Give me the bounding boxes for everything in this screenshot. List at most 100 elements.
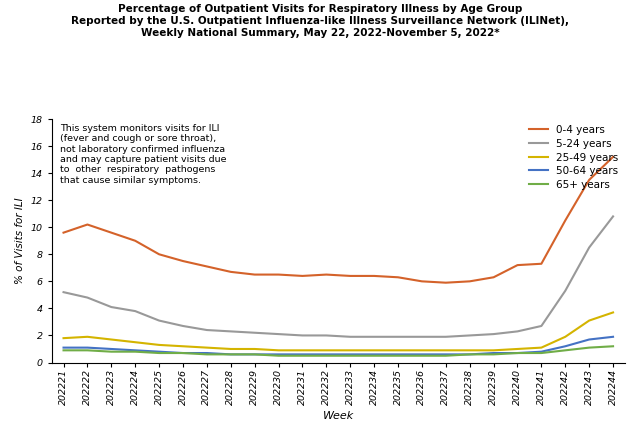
0-4 years (156, 252, 163, 257)
0-4 years (514, 262, 522, 268)
50-64 years (299, 352, 307, 357)
65+ years (466, 352, 474, 357)
50-64 years (227, 352, 235, 357)
5-24 years (275, 331, 282, 337)
50-64 years (84, 345, 92, 350)
65+ years (394, 353, 402, 358)
25-49 years (131, 340, 139, 345)
50-64 years (586, 337, 593, 342)
0-4 years (586, 177, 593, 183)
0-4 years (609, 154, 617, 160)
0-4 years (60, 230, 67, 235)
25-49 years (60, 336, 67, 341)
50-64 years (275, 352, 282, 357)
Line: 50-64 years: 50-64 years (63, 337, 613, 354)
65+ years (371, 353, 378, 358)
50-64 years (108, 346, 115, 351)
25-49 years (442, 348, 450, 353)
5-24 years (60, 290, 67, 295)
25-49 years (609, 310, 617, 315)
50-64 years (323, 352, 330, 357)
65+ years (275, 353, 282, 358)
0-4 years (203, 264, 211, 269)
65+ years (442, 353, 450, 358)
0-4 years (466, 279, 474, 284)
5-24 years (442, 334, 450, 339)
25-49 years (466, 348, 474, 353)
5-24 years (203, 327, 211, 333)
65+ years (108, 349, 115, 354)
65+ years (418, 353, 426, 358)
25-49 years (156, 342, 163, 347)
50-64 years (251, 352, 259, 357)
65+ years (156, 351, 163, 356)
65+ years (490, 352, 497, 357)
65+ years (251, 352, 259, 357)
65+ years (131, 349, 139, 354)
65+ years (561, 348, 569, 353)
65+ years (84, 348, 92, 353)
Y-axis label: % of Visits for ILI: % of Visits for ILI (15, 198, 25, 284)
65+ years (60, 348, 67, 353)
50-64 years (609, 334, 617, 339)
5-24 years (323, 333, 330, 338)
50-64 years (203, 351, 211, 356)
50-64 years (371, 352, 378, 357)
0-4 years (131, 238, 139, 243)
25-49 years (514, 346, 522, 351)
65+ years (514, 351, 522, 356)
X-axis label: Week: Week (323, 411, 354, 421)
25-49 years (84, 334, 92, 339)
5-24 years (299, 333, 307, 338)
Text: This system monitors visits for ILI
(fever and cough or sore throat),
not labora: This system monitors visits for ILI (fev… (60, 124, 227, 185)
65+ years (346, 353, 354, 358)
50-64 years (442, 352, 450, 357)
0-4 years (418, 279, 426, 284)
5-24 years (371, 334, 378, 339)
0-4 years (275, 272, 282, 277)
25-49 years (418, 348, 426, 353)
25-49 years (179, 344, 187, 349)
0-4 years (371, 273, 378, 279)
0-4 years (538, 261, 545, 266)
0-4 years (490, 275, 497, 280)
25-49 years (490, 348, 497, 353)
50-64 years (418, 352, 426, 357)
65+ years (227, 352, 235, 357)
0-4 years (179, 259, 187, 264)
0-4 years (442, 280, 450, 285)
0-4 years (394, 275, 402, 280)
5-24 years (227, 329, 235, 334)
25-49 years (251, 346, 259, 351)
5-24 years (156, 318, 163, 323)
5-24 years (538, 324, 545, 329)
25-49 years (586, 318, 593, 323)
5-24 years (131, 309, 139, 314)
50-64 years (538, 349, 545, 354)
50-64 years (466, 352, 474, 357)
5-24 years (514, 329, 522, 334)
50-64 years (346, 352, 354, 357)
5-24 years (561, 288, 569, 293)
0-4 years (323, 272, 330, 277)
Text: Percentage of Outpatient Visits for Respiratory Illness by Age Group
Reported by: Percentage of Outpatient Visits for Resp… (71, 4, 569, 37)
0-4 years (84, 222, 92, 227)
Line: 65+ years: 65+ years (63, 346, 613, 356)
5-24 years (84, 295, 92, 300)
25-49 years (323, 348, 330, 353)
0-4 years (299, 273, 307, 279)
50-64 years (561, 344, 569, 349)
5-24 years (490, 331, 497, 337)
50-64 years (156, 349, 163, 354)
5-24 years (179, 324, 187, 329)
5-24 years (609, 214, 617, 219)
25-49 years (561, 334, 569, 339)
Legend: 0-4 years, 5-24 years, 25-49 years, 50-64 years, 65+ years: 0-4 years, 5-24 years, 25-49 years, 50-6… (525, 121, 623, 194)
0-4 years (108, 230, 115, 235)
65+ years (609, 344, 617, 349)
0-4 years (227, 269, 235, 275)
50-64 years (514, 351, 522, 356)
0-4 years (346, 273, 354, 279)
25-49 years (346, 348, 354, 353)
5-24 years (418, 334, 426, 339)
